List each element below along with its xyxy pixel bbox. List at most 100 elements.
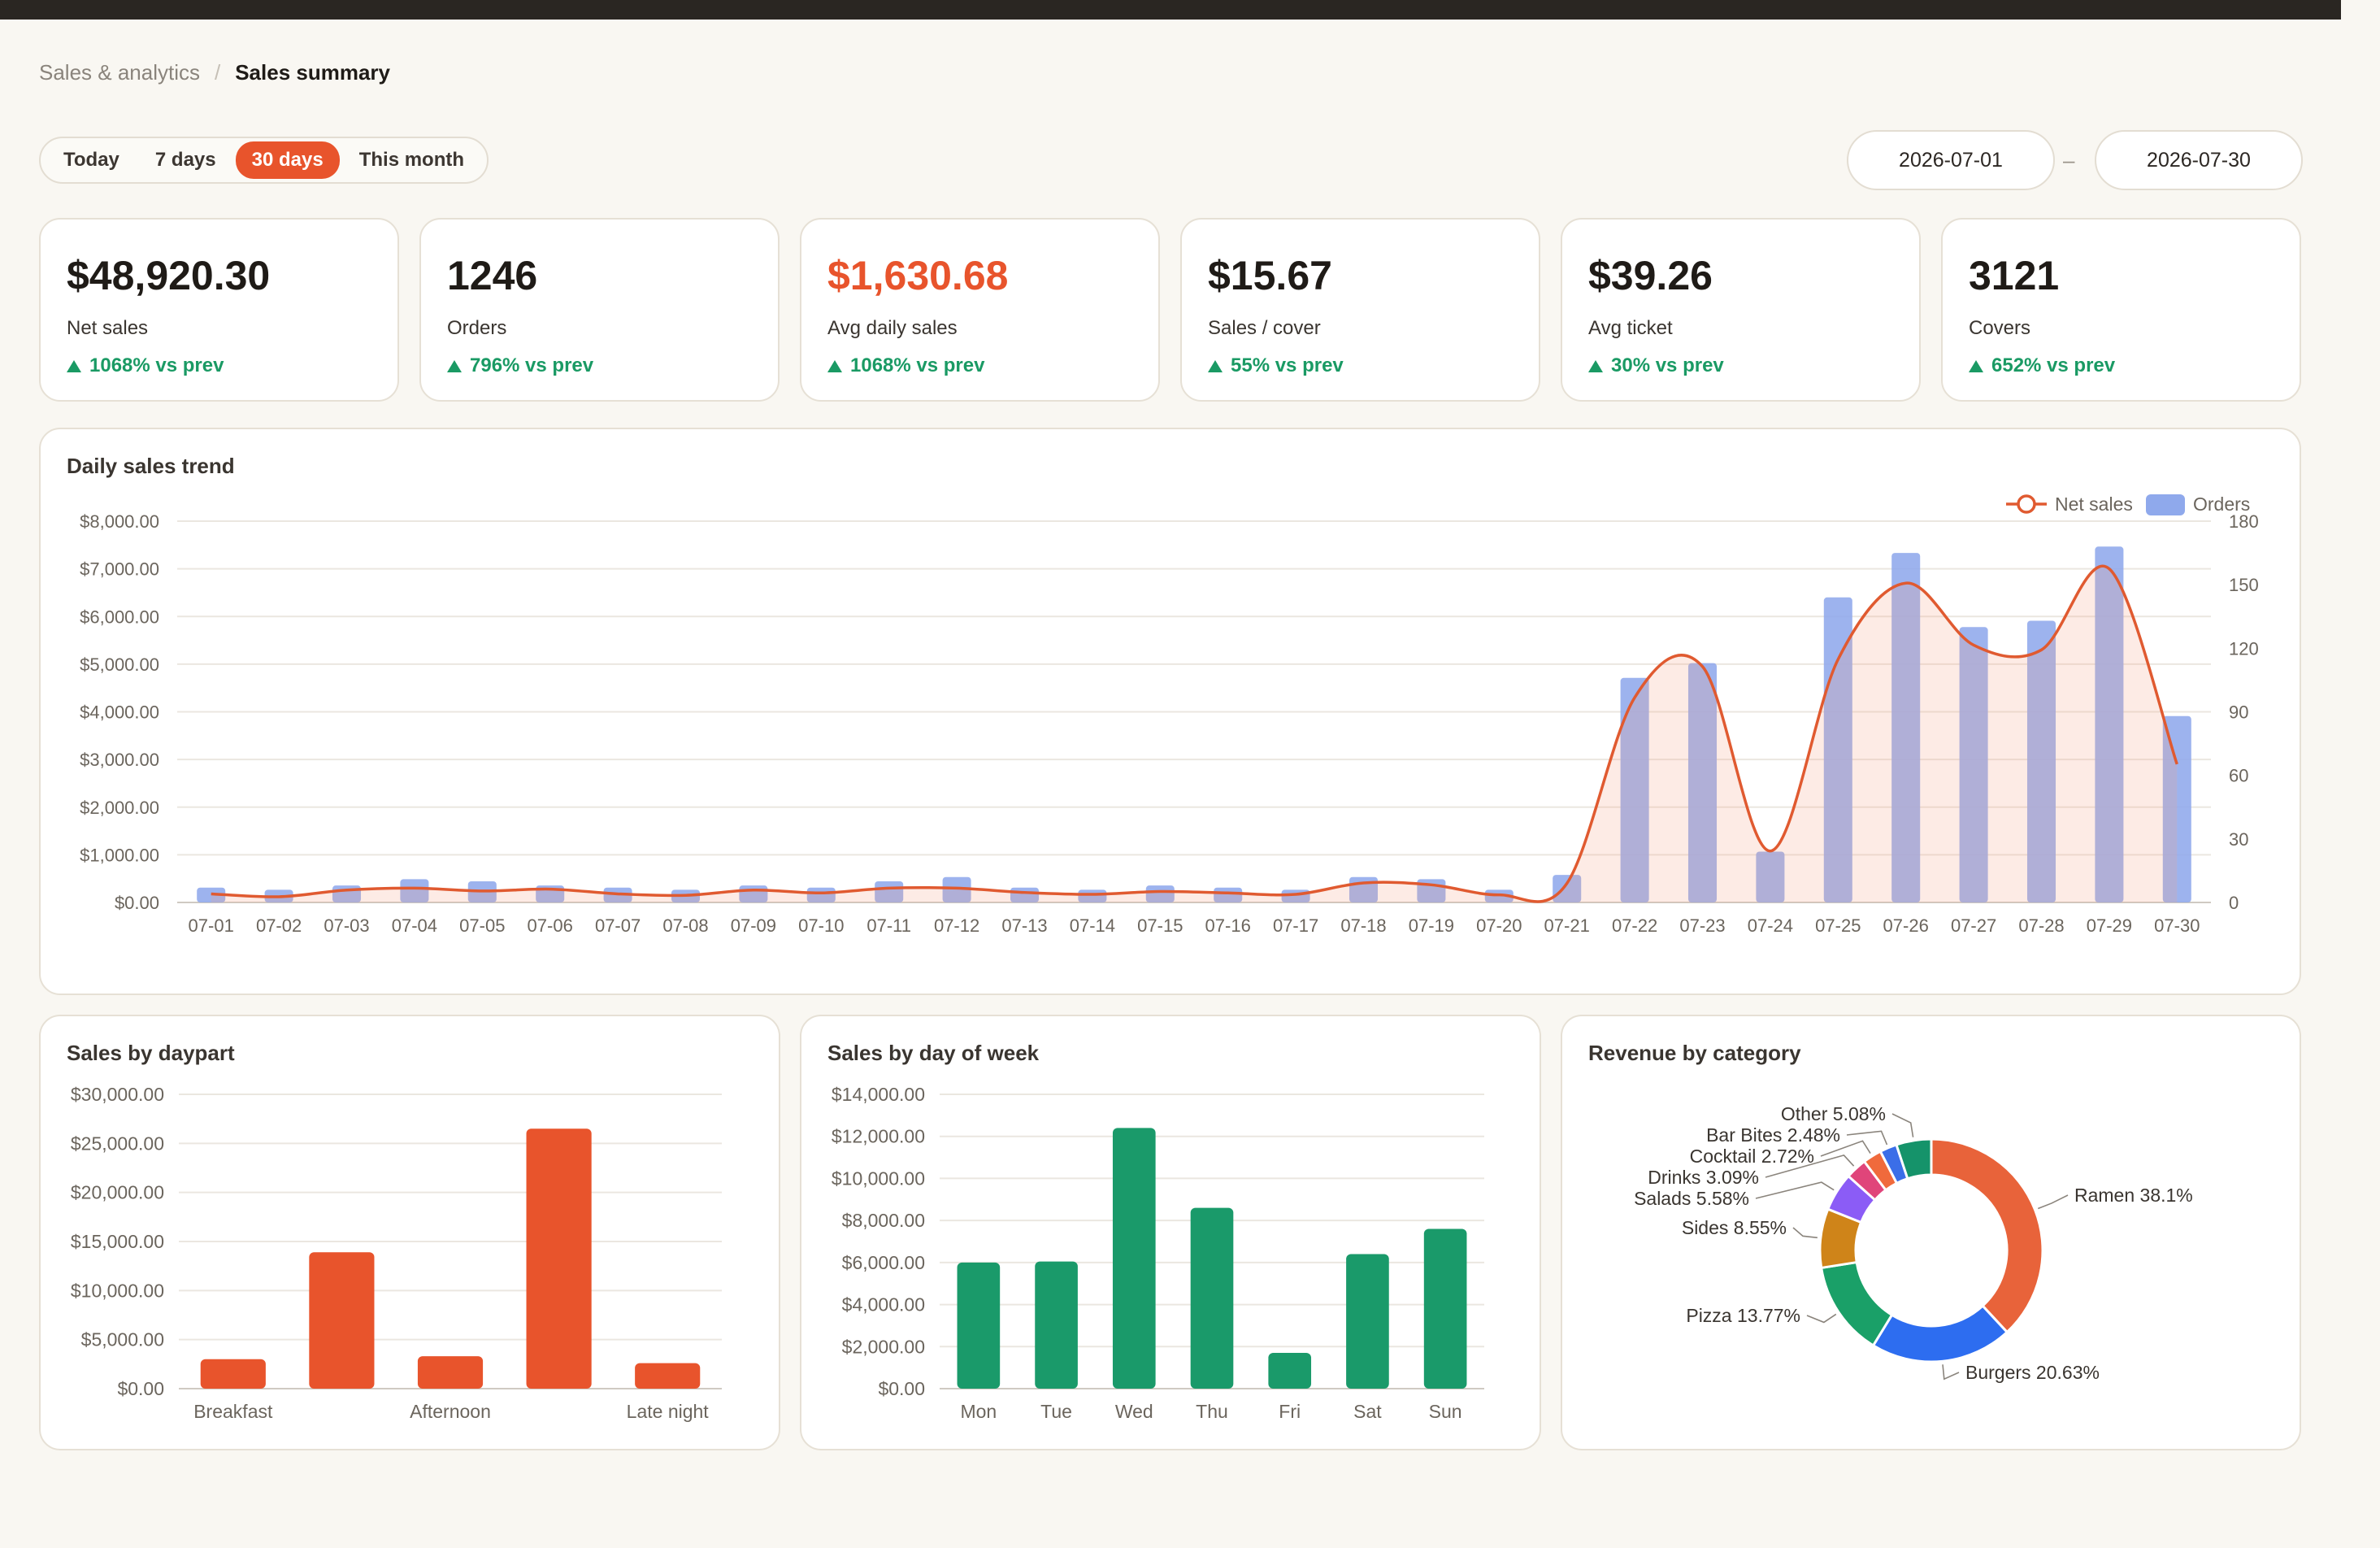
x-axis-tick-label: 07-01 [189,915,234,936]
x-axis-tick-label: 07-10 [798,915,844,936]
x-axis-tick-label: 07-30 [2154,915,2200,936]
tab-30-days[interactable]: 30 days [235,141,340,179]
x-axis-tick-label: 07-18 [1340,915,1386,936]
trend-up-icon [827,359,842,372]
y2-axis-tick-label: 150 [2229,575,2259,595]
trend-up-icon [1969,359,1983,372]
kpi-value: $15.67 [1208,253,1332,298]
breadcrumb-parent-link[interactable]: Sales & analytics [39,60,200,85]
x-axis-tick-label: 07-11 [866,915,911,936]
y-axis-tick-label: $2,000.00 [80,798,159,818]
x-axis-tick-label: 07-29 [2087,915,2132,936]
kpi-label: Net sales [67,317,149,339]
kpi-value: $48,920.30 [67,253,271,298]
orders-bar [2095,546,2124,902]
legend-orders-swatch [2146,494,2185,515]
x-axis-tick-label: 07-19 [1409,915,1454,936]
kpi-card-covers: 3121 Covers 652% vs prev [1941,218,2301,402]
kpi-delta-text: 652% vs prev [1991,354,2116,376]
kpi-delta: 1068% vs prev [827,354,984,377]
x-axis-tick-label: 07-25 [1815,915,1861,936]
kpi-card-net-sales: $48,920.30 Net sales 1068% vs prev [39,218,399,402]
x-axis-tick-label: 07-04 [392,915,437,936]
x-axis-tick-label: 07-27 [1951,915,1996,936]
y-axis-tick-label: $3,000.00 [80,750,159,770]
legend-net-sales-marker [2017,494,2036,514]
tab-this-month[interactable]: This month [358,149,465,171]
breadcrumb-separator: / [214,60,221,85]
category-card: Revenue by category [1561,1015,2301,1450]
x-axis-tick-label: 07-13 [1001,915,1047,936]
kpi-label: Orders [447,317,507,339]
breadcrumb: Sales & analytics / Sales summary [39,60,390,85]
card-title: Daily sales trend [67,454,235,478]
x-axis-tick-label: 07-02 [256,915,302,936]
x-axis-tick-label: 07-14 [1070,915,1115,936]
x-axis-tick-label: 07-08 [662,915,708,936]
start-date-input[interactable]: 2026-07-01 [1847,130,2055,190]
y2-axis-tick-label: 120 [2229,638,2259,659]
x-axis-tick-label: 07-06 [528,915,573,936]
x-axis-tick-label: 07-17 [1273,915,1318,936]
kpi-label: Avg ticket [1588,317,1673,339]
date-range-tabs: Today 7 days 30 days This month [39,137,489,184]
orders-bar [400,879,429,902]
y2-axis-tick-label: 30 [2229,829,2248,850]
card-title: Revenue by category [1588,1041,1801,1065]
y-axis-tick-label: $4,000.00 [80,702,159,723]
y-axis-tick-label: $7,000.00 [80,559,159,580]
x-axis-tick-label: 07-20 [1476,915,1522,936]
orders-bar [1959,627,1988,902]
tab-today[interactable]: Today [63,149,119,171]
orders-bar [1687,663,1718,902]
x-axis-tick-label: 07-09 [731,915,776,936]
kpi-delta-text: 55% vs prev [1231,354,1344,376]
kpi-card-orders: 1246 Orders 796% vs prev [419,218,780,402]
kpi-card-avg-ticket: $39.26 Avg ticket 30% vs prev [1561,218,1921,402]
kpi-delta: 1068% vs prev [67,354,224,377]
tab-7-days[interactable]: 7 days [154,149,216,171]
kpi-card-avg-daily-sales: $1,630.68 Avg daily sales 1068% vs prev [800,218,1160,402]
kpi-delta: 652% vs prev [1969,354,2115,377]
kpi-delta-text: 1068% vs prev [89,354,224,376]
net-sales-area [211,566,2178,902]
trend-up-icon [1208,359,1223,372]
kpi-value: 3121 [1969,253,2060,298]
kpi-label: Sales / cover [1208,317,1321,339]
legend-net-sales-label: Net sales [2055,494,2133,515]
x-axis-tick-label: 07-21 [1544,915,1590,936]
kpi-delta: 796% vs prev [447,354,593,377]
date-range-separator: – [2063,148,2075,172]
kpi-label: Avg daily sales [827,317,958,339]
x-axis-tick-label: 07-22 [1612,915,1657,936]
orders-bar [2162,715,2191,902]
x-axis-tick-label: 07-12 [934,915,979,936]
orders-bar [942,876,971,902]
x-axis-tick-label: 07-15 [1137,915,1183,936]
legend-orders-label: Orders [2193,494,2250,515]
orders-bar [1620,677,1649,902]
card-title: Sales by daypart [67,1041,235,1065]
trend-up-icon [67,359,81,372]
kpi-value: $1,630.68 [827,253,1009,298]
x-axis-tick-label: 07-07 [595,915,641,936]
y2-axis-tick-label: 90 [2229,702,2248,723]
kpi-card-sales-per-cover: $15.67 Sales / cover 55% vs prev [1180,218,1540,402]
daypart-card: Sales by daypart [39,1015,780,1450]
weekday-card: Sales by day of week [800,1015,1541,1450]
orders-bar [1891,553,1921,902]
kpi-delta: 30% vs prev [1588,354,1724,377]
net-sales-line [211,564,2178,903]
kpi-label: Covers [1969,317,2031,339]
top-bar [0,0,2341,20]
y-axis-tick-label: $8,000.00 [80,511,159,532]
kpi-delta-text: 796% vs prev [470,354,594,376]
kpi-delta-text: 1068% vs prev [850,354,985,376]
orders-bar [2026,620,2056,902]
x-axis-tick-label: 07-05 [459,915,505,936]
end-date-input[interactable]: 2026-07-30 [2095,130,2303,190]
y-axis-tick-label: $5,000.00 [80,654,159,675]
x-axis-tick-label: 07-03 [324,915,369,936]
y-axis-tick-label: $0.00 [115,893,159,913]
